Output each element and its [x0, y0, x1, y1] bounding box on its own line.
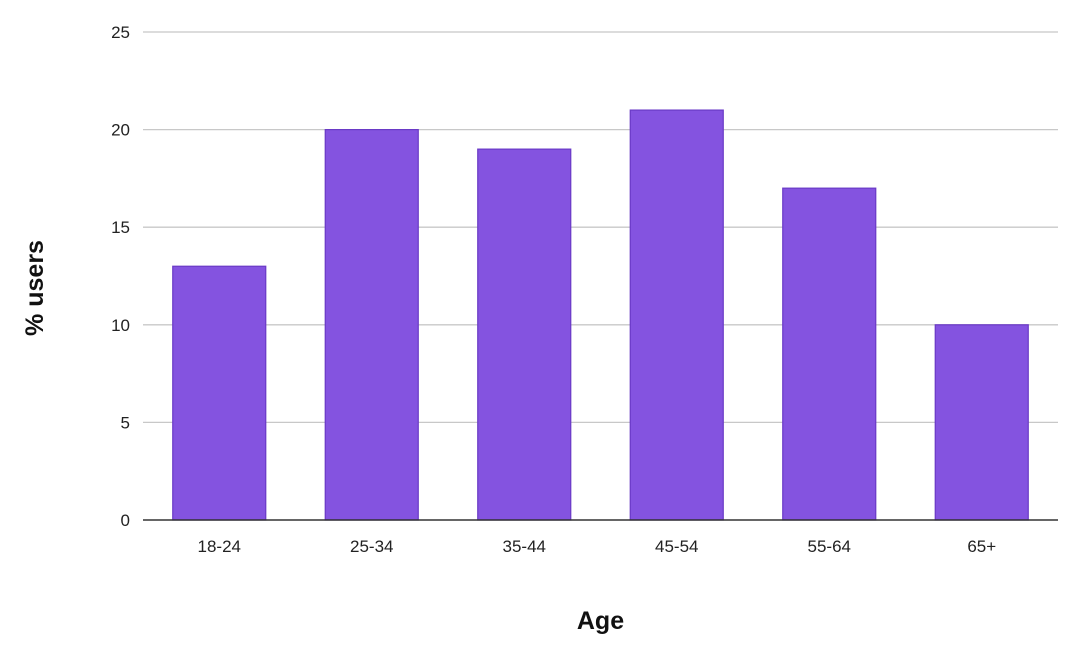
y-axis-title: % users [21, 240, 49, 336]
bars [172, 109, 1029, 521]
x-tick-label: 45-54 [655, 537, 698, 556]
gridlines [143, 31, 1058, 424]
y-tick-label: 5 [121, 413, 130, 432]
x-tick-label: 25-34 [350, 537, 393, 556]
x-tick-label: 18-24 [198, 537, 241, 556]
x-tick-label: 65+ [967, 537, 996, 556]
x-tick-label: 55-64 [808, 537, 851, 556]
y-tick-label: 0 [121, 511, 130, 530]
y-axis-ticks: 0 5 10 15 20 25 [111, 23, 130, 530]
bar-18-24 [172, 265, 267, 521]
bar-55-64 [782, 187, 877, 521]
bar-65+ [934, 324, 1029, 521]
bar-25-34 [324, 129, 419, 521]
bar-35-44 [477, 148, 572, 521]
y-tick-label: 25 [111, 23, 130, 42]
x-axis-ticks: 18-24 25-34 35-44 45-54 55-64 65+ [198, 537, 997, 556]
y-tick-label: 15 [111, 218, 130, 237]
y-tick-label: 20 [111, 121, 130, 140]
x-axis-title: Age [577, 607, 624, 635]
bar-45-54 [629, 109, 724, 521]
y-tick-label: 10 [111, 316, 130, 335]
x-tick-label: 35-44 [503, 537, 546, 556]
